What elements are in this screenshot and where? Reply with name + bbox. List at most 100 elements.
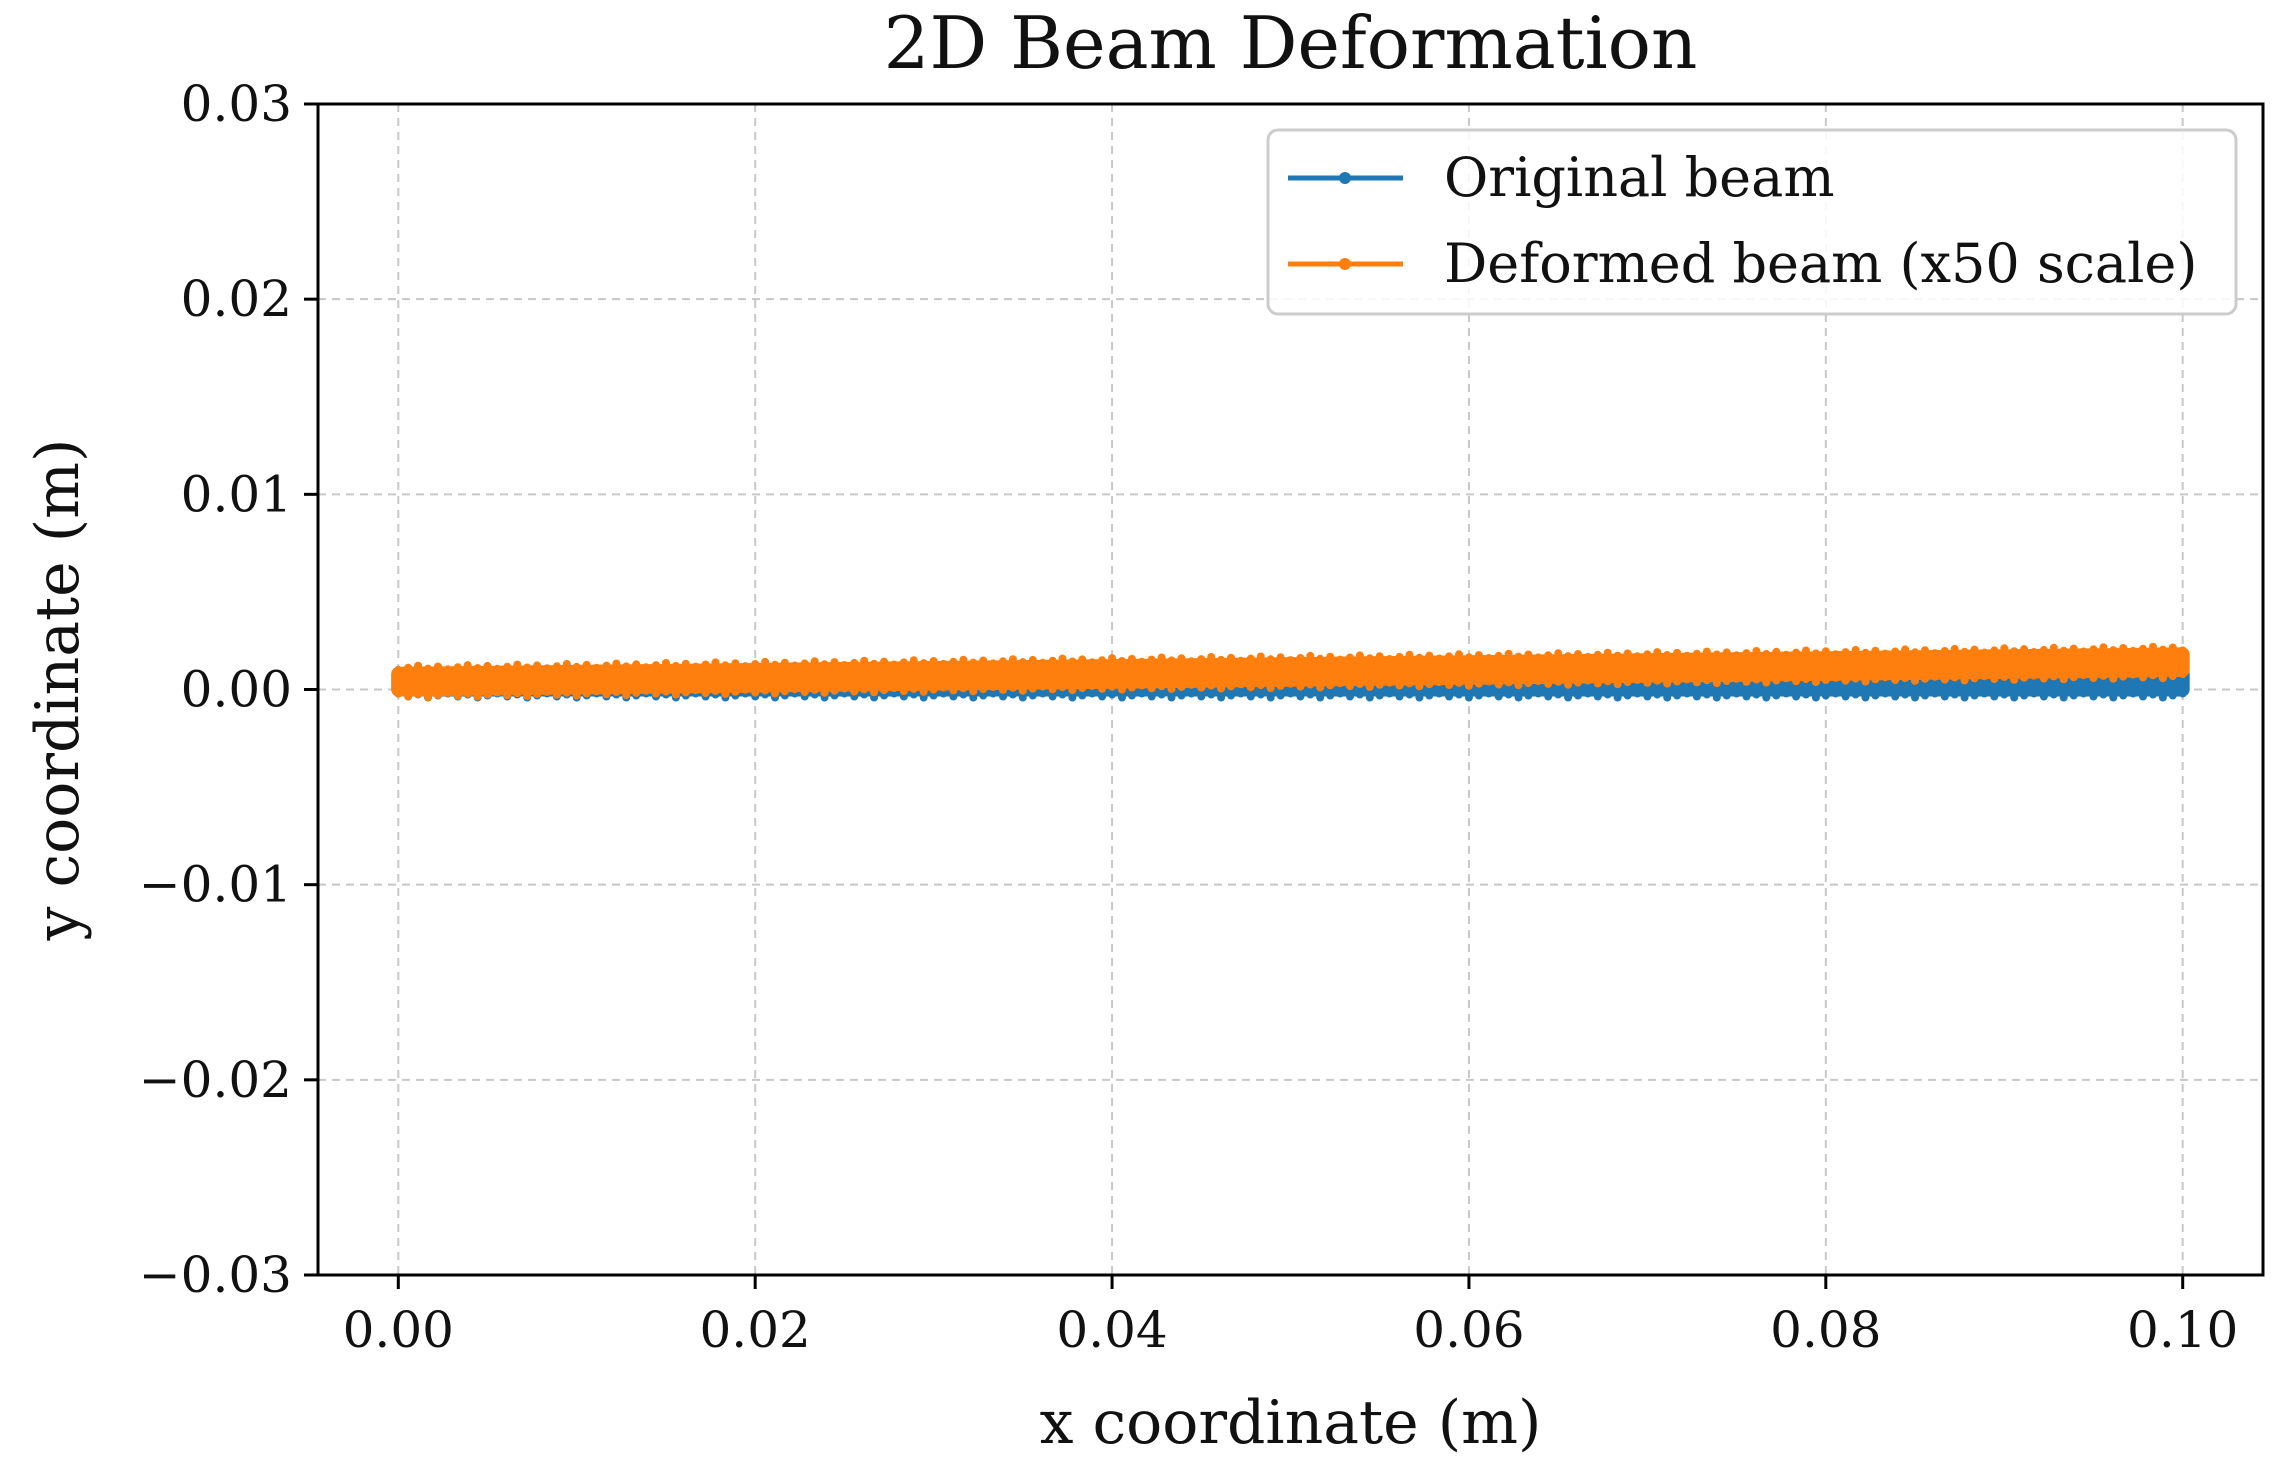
x-tick-label: 0.04 bbox=[1056, 1301, 1167, 1359]
series-point bbox=[800, 659, 809, 668]
series-point bbox=[1197, 692, 1206, 701]
series-point bbox=[1921, 646, 1929, 655]
series-point bbox=[1455, 690, 1463, 699]
series-point bbox=[1296, 682, 1305, 691]
series-point bbox=[1871, 691, 1880, 700]
series-point bbox=[2059, 675, 2068, 684]
series-point bbox=[1385, 689, 1394, 698]
series-point bbox=[1167, 685, 1176, 693]
legend-label: Original beam bbox=[1444, 146, 1835, 209]
series-point bbox=[909, 656, 918, 665]
series-point bbox=[1276, 681, 1285, 690]
series-point bbox=[2089, 645, 2098, 654]
series-point bbox=[652, 689, 660, 698]
series-point bbox=[1504, 678, 1513, 687]
series-point bbox=[1574, 678, 1582, 687]
series-point bbox=[761, 657, 770, 666]
series-point bbox=[1514, 693, 1523, 702]
series-point bbox=[1930, 672, 1939, 681]
series-point bbox=[622, 691, 631, 699]
series-point bbox=[1474, 679, 1483, 688]
series-point bbox=[394, 689, 403, 698]
series-point bbox=[1078, 655, 1087, 664]
series-point bbox=[1227, 691, 1235, 700]
series-point bbox=[1078, 684, 1087, 692]
series-point bbox=[2010, 675, 2019, 684]
series-point bbox=[929, 685, 938, 694]
series-point bbox=[1494, 692, 1503, 701]
series-point bbox=[1851, 690, 1860, 699]
series-point bbox=[810, 657, 819, 666]
series-point bbox=[1603, 648, 1612, 657]
series-point bbox=[552, 690, 561, 699]
series-point bbox=[1980, 672, 1989, 681]
series-point bbox=[1673, 677, 1682, 686]
series-point bbox=[721, 689, 730, 698]
series-point bbox=[1811, 649, 1820, 658]
series-point bbox=[2079, 671, 2088, 680]
series-point bbox=[1702, 690, 1711, 699]
series-point bbox=[1722, 677, 1731, 685]
series-point bbox=[1256, 652, 1265, 661]
series-point bbox=[850, 658, 859, 667]
series-point bbox=[2049, 690, 2058, 699]
series-point bbox=[1187, 680, 1196, 689]
series-point bbox=[2158, 693, 2167, 702]
series-point bbox=[1296, 654, 1305, 662]
series-point bbox=[562, 660, 571, 668]
series-point bbox=[1524, 691, 1533, 700]
series-point bbox=[2010, 693, 2019, 702]
y-tick-label: 0.02 bbox=[181, 270, 292, 328]
series-point bbox=[1841, 648, 1850, 657]
series-point bbox=[2049, 672, 2058, 681]
series-point bbox=[1474, 651, 1483, 660]
series-point bbox=[1395, 692, 1404, 701]
series-point bbox=[1831, 650, 1840, 659]
legend-label: Deformed beam (x50 scale) bbox=[1444, 232, 2197, 295]
series-point bbox=[1683, 675, 1691, 684]
series-point bbox=[2059, 693, 2068, 702]
series-point bbox=[1038, 682, 1047, 691]
series-point bbox=[1544, 679, 1553, 688]
series-point bbox=[1861, 677, 1870, 686]
legend-box bbox=[1266, 128, 2238, 316]
series-point bbox=[919, 687, 928, 696]
series-point bbox=[979, 685, 988, 694]
series-point bbox=[1960, 676, 1969, 685]
series-point bbox=[711, 687, 720, 695]
series-point bbox=[1544, 651, 1553, 660]
series-point bbox=[810, 685, 819, 694]
series-point bbox=[1157, 653, 1166, 662]
series-point bbox=[1940, 675, 1949, 684]
series-point bbox=[1782, 689, 1791, 698]
series-point bbox=[1891, 676, 1900, 685]
series-point bbox=[790, 685, 799, 694]
series-point bbox=[2149, 642, 2157, 651]
series-point bbox=[523, 663, 532, 672]
series-point bbox=[989, 683, 998, 691]
series-point bbox=[1197, 683, 1206, 692]
series-point bbox=[1564, 652, 1573, 661]
series-point bbox=[2039, 674, 2048, 683]
series-point bbox=[1018, 693, 1027, 702]
series-point bbox=[1990, 675, 1999, 683]
series-point bbox=[1702, 676, 1711, 685]
series-point bbox=[2099, 690, 2108, 699]
series-point bbox=[1217, 693, 1226, 702]
series-point bbox=[899, 658, 908, 667]
series-point bbox=[1643, 692, 1652, 701]
series-point bbox=[1504, 649, 1513, 658]
series-point bbox=[1306, 680, 1315, 689]
series-point bbox=[959, 684, 968, 693]
series-point bbox=[1048, 692, 1057, 701]
series-point bbox=[959, 690, 968, 699]
series-point bbox=[1068, 693, 1077, 702]
series-point bbox=[1197, 655, 1206, 664]
series-point bbox=[1673, 648, 1682, 657]
series-point bbox=[671, 690, 680, 699]
series-point bbox=[2000, 672, 2009, 681]
series-point bbox=[1613, 651, 1622, 660]
series-point bbox=[1187, 657, 1196, 666]
series-point bbox=[1673, 691, 1682, 700]
series-point bbox=[780, 687, 789, 696]
